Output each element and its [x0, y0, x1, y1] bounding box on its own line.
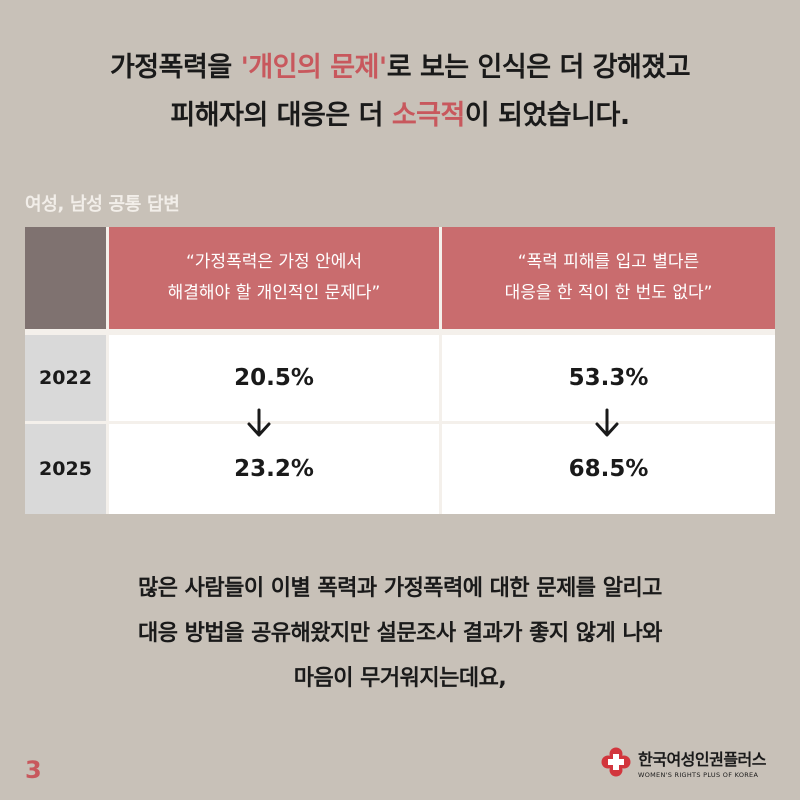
- flower-cross-logo-icon: [601, 747, 631, 777]
- value-cell: 23.2%: [109, 424, 439, 514]
- headline-highlight-2: 소극적: [391, 100, 466, 131]
- headline-highlight-1: '개인의 문제': [240, 52, 388, 83]
- table-corner-cell: [25, 227, 106, 329]
- value-cell: 20.5%: [109, 335, 439, 421]
- headline: 가정폭력을 '개인의 문제'로 보는 인식은 더 강해졌고 피해자의 대응은 더…: [0, 44, 800, 140]
- arrow-down-icon: [595, 408, 619, 437]
- headline-line-2: 피해자의 대응은 더 소극적이 되었습니다.: [170, 100, 630, 131]
- organization-logo: 한국여성인권플러스 WOMEN'S RIGHTS PLUS OF KOREA: [600, 742, 778, 782]
- column-header-1: “가정폭력은 가정 안에서 해결해야 할 개인적인 문제다”: [109, 227, 439, 329]
- logo-name-korean: 한국여성인권플러스: [638, 749, 766, 769]
- survey-table: “가정폭력은 가정 안에서 해결해야 할 개인적인 문제다” “폭력 피해를 입…: [25, 227, 775, 514]
- value-cell: 53.3%: [442, 335, 775, 421]
- table-subtitle: 여성, 남성 공통 답변: [25, 194, 180, 215]
- row-year-2022: 2022: [25, 335, 106, 421]
- row-year-2025: 2025: [25, 424, 106, 514]
- logo-name-english: WOMEN'S RIGHTS PLUS OF KOREA: [638, 770, 759, 779]
- page-number: 3: [25, 756, 42, 784]
- arrow-down-icon: [247, 408, 271, 437]
- body-text: 많은 사람들이 이별 폭력과 가정폭력에 대한 문제를 알리고 대응 방법을 공…: [138, 576, 662, 691]
- value-cell: 68.5%: [442, 424, 775, 514]
- headline-line-1: 가정폭력을 '개인의 문제'로 보는 인식은 더 강해졌고: [109, 52, 691, 83]
- column-header-2: “폭력 피해를 입고 별다른 대응을 한 적이 한 번도 없다”: [442, 227, 775, 329]
